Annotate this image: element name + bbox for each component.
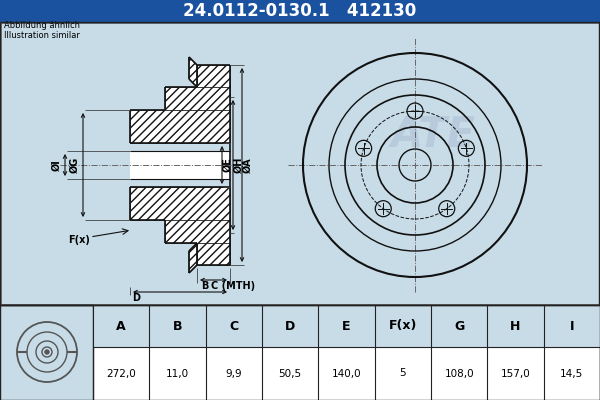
Text: 50,5: 50,5 [278, 368, 302, 378]
Text: G: G [454, 320, 464, 332]
Polygon shape [189, 57, 197, 87]
Text: D: D [285, 320, 295, 332]
Text: Illustration similar: Illustration similar [4, 32, 80, 40]
Bar [130, 110, 230, 143]
Text: C (MTH): C (MTH) [211, 281, 255, 291]
Text: 157,0: 157,0 [500, 368, 530, 378]
Text: 108,0: 108,0 [445, 368, 474, 378]
Bar [165, 220, 230, 243]
Text: F(x): F(x) [389, 320, 417, 332]
Bar [0, 22, 600, 305]
Text: ATE: ATE [391, 114, 476, 156]
Bar [197, 243, 230, 265]
Polygon shape [189, 243, 197, 273]
Text: 140,0: 140,0 [332, 368, 361, 378]
Text: 272,0: 272,0 [106, 368, 136, 378]
Text: H: H [511, 320, 521, 332]
Text: 14,5: 14,5 [560, 368, 583, 378]
Text: B: B [173, 320, 182, 332]
Text: F(x): F(x) [68, 235, 90, 245]
Bar [0, 305, 93, 400]
Text: B: B [201, 281, 208, 291]
Text: A: A [116, 320, 126, 332]
Bar [93, 305, 600, 347]
Text: ØI: ØI [52, 159, 62, 171]
Text: 5: 5 [400, 368, 406, 378]
Text: ØG: ØG [70, 157, 80, 173]
Circle shape [45, 350, 49, 354]
Bar [130, 151, 230, 179]
Bar [130, 187, 230, 220]
Text: 9,9: 9,9 [226, 368, 242, 378]
Bar [1, 23, 599, 304]
Text: I: I [569, 320, 574, 332]
Bar [0, 0, 600, 22]
Text: ØH: ØH [234, 157, 244, 173]
Bar [0, 305, 600, 400]
Text: 24.0112-0130.1   412130: 24.0112-0130.1 412130 [184, 2, 416, 20]
Bar [165, 87, 230, 110]
Text: C: C [229, 320, 238, 332]
Text: ØE: ØE [223, 158, 233, 172]
Text: Abbildung ähnlich: Abbildung ähnlich [4, 22, 80, 30]
Text: ØA: ØA [243, 157, 253, 173]
Text: D: D [132, 293, 140, 303]
Text: E: E [342, 320, 351, 332]
Text: 11,0: 11,0 [166, 368, 189, 378]
Bar [197, 65, 230, 87]
